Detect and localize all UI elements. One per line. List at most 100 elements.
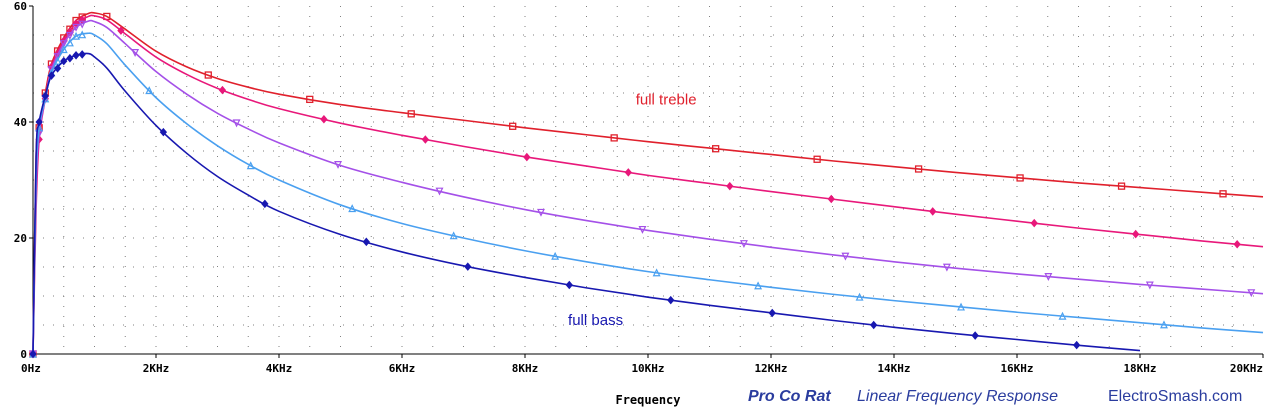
x-tick-label: 8KHz [512,362,539,375]
data-point-diamond [35,117,43,127]
data-point-square [509,122,517,130]
data-point-triangle-down [78,20,87,29]
y-tick-label: 60 [14,0,27,13]
x-tick-label: 20KHz [1230,362,1263,375]
data-point-diamond [41,91,49,101]
x-tick-label: 12KHz [754,362,787,375]
data-point-triangle-up [72,31,81,40]
data-point-diamond [1233,239,1241,249]
data-point-diamond [29,349,37,359]
series-annotation: full treble [636,92,697,109]
data-point-square [813,155,821,163]
data-point-diamond [66,53,74,63]
data-point-square [306,95,314,104]
series-curve [32,11,1264,355]
data-point-triangle-down [739,240,748,249]
data-point-triangle-down [1145,281,1154,290]
x-tick-label: 16KHz [1000,362,1033,375]
data-point-diamond [768,308,776,318]
data-point-diamond [47,71,56,80]
footer-subtitle: Linear Frequency Response [857,388,1059,405]
data-point-triangle-down [65,31,74,40]
data-point-triangle-down [942,263,951,272]
axes [32,6,1263,355]
grid [33,6,1263,354]
series-curve [32,14,1264,355]
data-point-square [1219,190,1227,198]
data-point-triangle-down [1044,273,1053,281]
data-point-triangle-down [72,23,81,32]
data-point-square [610,134,618,142]
data-point-diamond [53,64,62,73]
data-point-diamond [362,237,370,247]
data-point-square [712,145,720,153]
footer-brand: Pro Co Rat [748,388,831,405]
data-point-diamond [726,181,734,191]
data-point-square [1117,182,1126,190]
data-point-triangle-up [65,38,74,47]
data-point-triangle-up [246,161,255,170]
data-point-diamond [78,50,86,59]
data-point-triangle-down [638,225,647,234]
series-group [29,11,1264,359]
x-axis-ticks: 0Hz 2KHz 4KHz 6KHz 8KHz 10KHz 12KHz 14KHz 16KHz 1… [21,354,1264,375]
data-point-square [204,71,212,79]
data-point-diamond [421,135,430,144]
data-point-triangle-down [841,252,850,261]
data-point-diamond [261,199,269,209]
data-point-diamond [1030,218,1038,228]
data-point-triangle-down [1247,289,1256,298]
data-point-diamond [218,85,227,95]
data-point-diamond [827,194,835,204]
data-point-diamond [870,320,878,330]
data-point-triangle-down [334,160,343,169]
data-point-triangle-up [145,86,154,95]
series-curve [32,32,1264,355]
data-point-diamond [159,127,168,137]
footer-site-link[interactable]: ElectroSmash.com [1108,388,1243,405]
data-point-triangle-down [232,119,241,128]
data-point-diamond [565,280,573,290]
x-tick-label: 10KHz [631,362,664,375]
data-point-triangle-up [1058,311,1067,320]
x-tick-label: 6KHz [389,362,416,375]
data-point-diamond [60,56,68,66]
data-point-diamond [72,51,80,60]
data-point-triangle-down [537,208,545,217]
data-point-diamond [971,331,979,340]
annotations: full treble full bass [568,92,697,329]
series-curve [32,52,1141,355]
series-annotation: full bass [568,312,623,329]
data-point-square [914,165,923,173]
y-tick-label: 0 [20,348,27,361]
data-point-triangle-up [1160,320,1168,329]
x-axis-label: Frequency [615,393,680,407]
data-point-triangle-up [449,231,458,240]
data-point-diamond [667,295,675,305]
data-point-triangle-up [551,251,560,260]
data-point-triangle-down [59,40,68,49]
x-tick-label: 14KHz [877,362,910,375]
data-point-triangle-up [855,292,864,301]
data-point-triangle-down [435,187,444,196]
x-tick-label: 18KHz [1123,362,1156,375]
data-point-diamond [523,152,531,162]
data-point-square [1016,174,1024,182]
data-point-diamond [320,114,328,124]
data-point-square [407,110,415,118]
data-point-diamond [464,262,472,271]
data-point-triangle-up [348,204,357,213]
data-point-triangle-up [957,302,966,311]
data-point-diamond [1132,229,1140,239]
data-point-triangle-up [59,45,68,54]
x-tick-label: 0Hz [21,362,41,375]
y-axis-ticks: 0 20 40 60 [14,0,33,361]
series-curve [32,19,1264,355]
x-tick-label: 4KHz [266,362,293,375]
data-point-diamond [1072,340,1081,350]
series-line-5 [29,50,1141,359]
x-tick-label: 2KHz [143,362,170,375]
y-tick-label: 40 [14,116,27,129]
data-point-diamond [624,168,632,177]
